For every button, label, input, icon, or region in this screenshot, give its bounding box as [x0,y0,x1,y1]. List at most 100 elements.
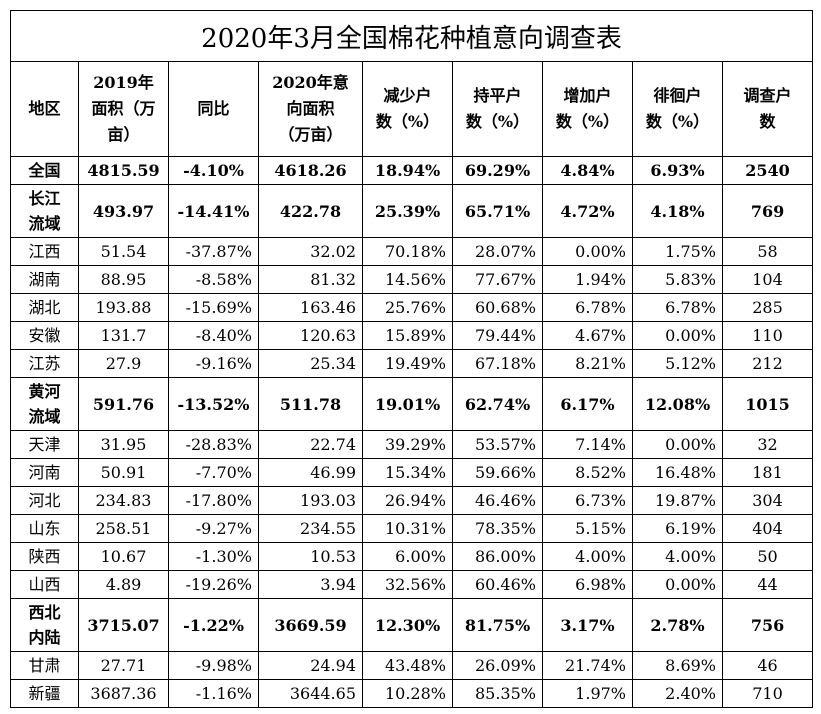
region-cell: 天津 [10,430,79,459]
data-cell: 31.95 [78,430,169,459]
data-cell: 0.00% [632,570,723,599]
region-cell: 安徽 [10,321,79,350]
table-row: 山东 258.51 -9.27% 234.55 10.31% 78.35% 5.15% 6.1… [10,514,814,543]
data-cell: 44 [721,570,814,599]
table-row: 河北 234.83 -17.80% 193.03 26.94% 46.46% 6.73% 19… [10,486,814,515]
data-cell: 85.35% [452,679,543,708]
data-cell: 591.76 [78,377,169,431]
data-cell: 3669.59 [258,598,363,652]
data-cell: 81.32 [258,265,363,294]
data-cell: 3715.07 [78,598,169,652]
data-cell: 3644.65 [258,679,363,708]
data-cell: 4815.59 [78,156,169,185]
region-cell: 陕西 [10,542,79,571]
data-cell: 21.74% [542,651,633,680]
data-cell: -17.80% [168,486,259,515]
data-cell: 78.35% [452,514,543,543]
data-cell: 6.78% [632,293,723,322]
data-cell: 19.87% [632,486,723,515]
table-row: 西北 内陆 3715.07 -1.22% 3669.59 12.30% 81.75% 3.1… [10,598,814,652]
data-cell: 1.94% [542,265,633,294]
column-header: 增加户 数（%） [542,61,633,157]
data-cell: 6.98% [542,570,633,599]
data-cell: 258.51 [78,514,169,543]
header-row: 地区 2019年 面积（万 亩） 同比 2020年意 向面积 （万亩） 减少户 数（%）… [10,61,814,157]
data-cell: -19.26% [168,570,259,599]
data-cell: 4.89 [78,570,169,599]
data-cell: 0.00% [542,237,633,266]
data-cell: 8.21% [542,349,633,378]
region-cell: 黄河 流域 [10,377,79,431]
data-cell: 304 [721,486,814,515]
data-cell: 70.18% [362,237,453,266]
data-cell: 10.53 [258,542,363,571]
table-row: 甘肃 27.71 -9.98% 24.94 43.48% 26.09% 21.74% 8.69… [10,651,814,680]
data-cell: 511.78 [258,377,363,431]
data-cell: 46 [721,651,814,680]
data-cell: 6.00% [362,542,453,571]
region-cell: 江西 [10,237,79,266]
data-cell: 24.94 [258,651,363,680]
data-cell: 212 [721,349,814,378]
data-cell: 104 [721,265,814,294]
table-row: 安徽 131.7 -8.40% 120.63 15.89% 79.44% 4.67% 0.00… [10,321,814,350]
data-cell: 3.17% [542,598,633,652]
data-cell: 120.63 [258,321,363,350]
data-cell: 28.07% [452,237,543,266]
data-cell: 756 [721,598,814,652]
data-cell: 26.94% [362,486,453,515]
data-cell: 65.71% [452,184,543,238]
data-cell: -9.98% [168,651,259,680]
region-cell: 江苏 [10,349,79,378]
data-cell: 4618.26 [258,156,363,185]
table-row: 新疆 3687.36 -1.16% 3644.65 10.28% 85.35% 1.97% 2… [10,679,814,708]
data-cell: 43.48% [362,651,453,680]
data-cell: 234.55 [258,514,363,543]
data-cell: 62.74% [452,377,543,431]
table-row: 山西 4.89 -19.26% 3.94 32.56% 60.46% 6.98% 0.00% 4… [10,570,814,599]
data-cell: -4.10% [168,156,259,185]
data-cell: -14.41% [168,184,259,238]
data-cell: 181 [721,458,814,487]
region-cell: 河北 [10,486,79,515]
data-cell: 710 [721,679,814,708]
column-header: 持平户 数（%） [452,61,543,157]
data-cell: -9.16% [168,349,259,378]
column-header: 同比 [168,61,259,157]
data-cell: 53.57% [452,430,543,459]
data-cell: -9.27% [168,514,259,543]
data-cell: 5.83% [632,265,723,294]
data-cell: 6.17% [542,377,633,431]
data-cell: 493.97 [78,184,169,238]
data-cell: 3687.36 [78,679,169,708]
data-cell: 1015 [721,377,814,431]
data-cell: 25.76% [362,293,453,322]
column-header: 徘徊户 数（%） [632,61,723,157]
table-row: 江苏 27.9 -9.16% 25.34 19.49% 67.18% 8.21% 5.12% 2… [10,349,814,378]
data-cell: 69.29% [452,156,543,185]
data-cell: 4.18% [632,184,723,238]
region-cell: 新疆 [10,679,79,708]
data-cell: 25.34 [258,349,363,378]
data-cell: 77.67% [452,265,543,294]
data-cell: 86.00% [452,542,543,571]
data-cell: -1.30% [168,542,259,571]
data-cell: -13.52% [168,377,259,431]
data-cell: 88.95 [78,265,169,294]
data-cell: 50 [721,542,814,571]
data-cell: 50.91 [78,458,169,487]
column-header: 减少户 数（%） [362,61,453,157]
region-cell: 湖南 [10,265,79,294]
data-cell: -1.16% [168,679,259,708]
data-cell: 5.15% [542,514,633,543]
data-cell: 39.29% [362,430,453,459]
data-cell: 10.31% [362,514,453,543]
table-title: 2020年3月全国棉花种植意向调查表 [9,10,814,62]
data-cell: 4.00% [632,542,723,571]
data-cell: 32.02 [258,237,363,266]
data-cell: 12.30% [362,598,453,652]
data-cell: -37.87% [168,237,259,266]
table-row: 江西 51.54 -37.87% 32.02 70.18% 28.07% 0.00% 1.75… [10,237,814,266]
data-cell: 15.34% [362,458,453,487]
data-cell: 58 [721,237,814,266]
